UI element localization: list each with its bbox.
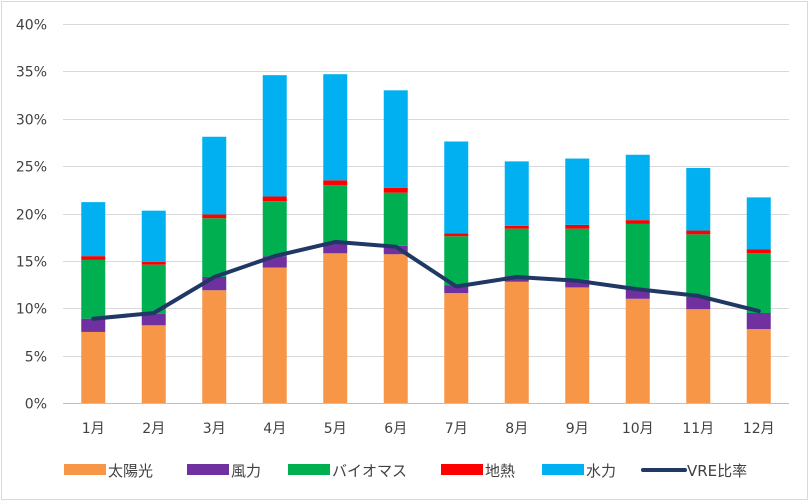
x-axis: 1月 2月 3月 4月 5月 6月 7月 8月 9月 10月 11月 12月 <box>82 421 775 437</box>
bar-segment-2 <box>323 243 348 254</box>
x-tick-label: 12月 <box>743 421 775 437</box>
legend-label: 地熱 <box>485 462 515 480</box>
y-tick-label: 25% <box>16 160 47 176</box>
bar-segment-3 <box>262 201 287 257</box>
bar-segment-2 <box>141 313 166 326</box>
bar-segment-4 <box>565 224 590 229</box>
bar-segment-1 <box>504 281 529 403</box>
bar-segment-3 <box>625 223 650 289</box>
bar-segment-4 <box>383 187 408 193</box>
legend-swatch <box>288 464 330 475</box>
legend-swatch <box>187 464 229 475</box>
x-tick-label: 11月 <box>682 421 714 437</box>
bar-segment-3 <box>383 192 408 246</box>
bar-segment-4 <box>262 196 287 202</box>
y-tick-label: 35% <box>16 65 47 81</box>
bar-segment-1 <box>81 331 106 403</box>
bar-segment-3 <box>686 234 711 297</box>
bar-segment-5 <box>565 158 590 225</box>
bar-segment-1 <box>625 298 650 403</box>
y-tick-label: 30% <box>16 113 47 129</box>
bar-segment-2 <box>383 245 408 255</box>
x-tick-label: 1月 <box>82 421 105 437</box>
bar-segment-1 <box>565 287 590 403</box>
legend-label: 太陽光 <box>108 462 153 480</box>
legend-label: 風力 <box>231 462 261 480</box>
bar-segment-4 <box>444 233 469 237</box>
bar-segment-2 <box>625 288 650 299</box>
bar-segment-3 <box>504 228 529 277</box>
bar-segment-5 <box>746 197 771 250</box>
y-tick-label: 40% <box>16 18 47 34</box>
bar-segment-3 <box>141 264 166 314</box>
bar-segment-2 <box>262 256 287 268</box>
legend-label: VRE比率 <box>687 462 747 480</box>
bar-segment-5 <box>686 168 711 231</box>
bar-segment-1 <box>444 293 469 403</box>
bar-segment-1 <box>383 254 408 403</box>
y-tick-label: 0% <box>25 397 47 413</box>
bar-segment-2 <box>81 318 106 332</box>
x-tick-label: 6月 <box>384 421 407 437</box>
bar-segment-5 <box>444 141 469 234</box>
bar-segment-1 <box>141 325 166 403</box>
bar-segment-1 <box>323 253 348 403</box>
bar-segment-4 <box>746 249 771 254</box>
x-tick-label: 5月 <box>324 421 347 437</box>
bar-segment-5 <box>504 161 529 226</box>
bar-segment-5 <box>625 154 650 221</box>
bar-segment-2 <box>444 285 469 294</box>
legend: 太陽光 風力 バイオマス 地熱 水力 VRE比率 <box>64 462 747 480</box>
bar-segment-4 <box>81 256 106 260</box>
y-tick-label: 5% <box>25 350 47 366</box>
bar-segment-1 <box>262 267 287 403</box>
bar-segment-2 <box>746 312 771 330</box>
x-tick-label: 2月 <box>142 421 165 437</box>
bar-segment-3 <box>323 185 348 244</box>
bar-segment-4 <box>504 225 529 229</box>
y-tick-label: 10% <box>16 302 47 318</box>
bar-segment-3 <box>81 259 106 319</box>
bars <box>81 74 771 403</box>
x-tick-label: 9月 <box>566 421 589 437</box>
legend-swatch <box>542 464 584 475</box>
legend-label: 水力 <box>586 462 616 480</box>
x-tick-label: 10月 <box>622 421 654 437</box>
x-tick-label: 4月 <box>263 421 286 437</box>
legend-swatch <box>441 464 483 475</box>
x-tick-label: 8月 <box>505 421 528 437</box>
bar-segment-2 <box>686 296 711 310</box>
x-tick-label: 3月 <box>203 421 226 437</box>
bar-segment-1 <box>686 309 711 403</box>
y-tick-label: 15% <box>16 255 47 271</box>
bar-segment-5 <box>383 90 408 188</box>
bar-segment-3 <box>202 218 227 277</box>
bar-segment-4 <box>141 261 166 265</box>
bar-segment-1 <box>202 290 227 403</box>
gridlines <box>63 24 789 404</box>
bar-segment-5 <box>81 202 106 257</box>
vre-line <box>91 239 761 321</box>
bar-segment-5 <box>202 136 227 215</box>
y-tick-label: 20% <box>16 208 47 224</box>
bar-segment-3 <box>746 253 771 313</box>
bar-segment-4 <box>686 230 711 235</box>
bar-segment-4 <box>202 214 227 219</box>
legend-label: バイオマス <box>332 462 407 480</box>
bar-segment-4 <box>323 180 348 186</box>
y-axis: 0% 5% 10% 15% 20% 25% 30% 35% 40% <box>16 18 47 413</box>
bar-segment-4 <box>625 220 650 224</box>
bar-segment-5 <box>323 74 348 181</box>
bar-segment-3 <box>565 228 590 280</box>
vre-ratio-line <box>91 239 761 321</box>
bar-segment-5 <box>141 210 166 262</box>
x-tick-label: 7月 <box>445 421 468 437</box>
bar-segment-1 <box>746 329 771 403</box>
bar-segment-3 <box>444 236 469 286</box>
bar-segment-2 <box>565 279 590 288</box>
bar-segment-5 <box>262 75 287 197</box>
legend-swatch <box>64 464 106 475</box>
